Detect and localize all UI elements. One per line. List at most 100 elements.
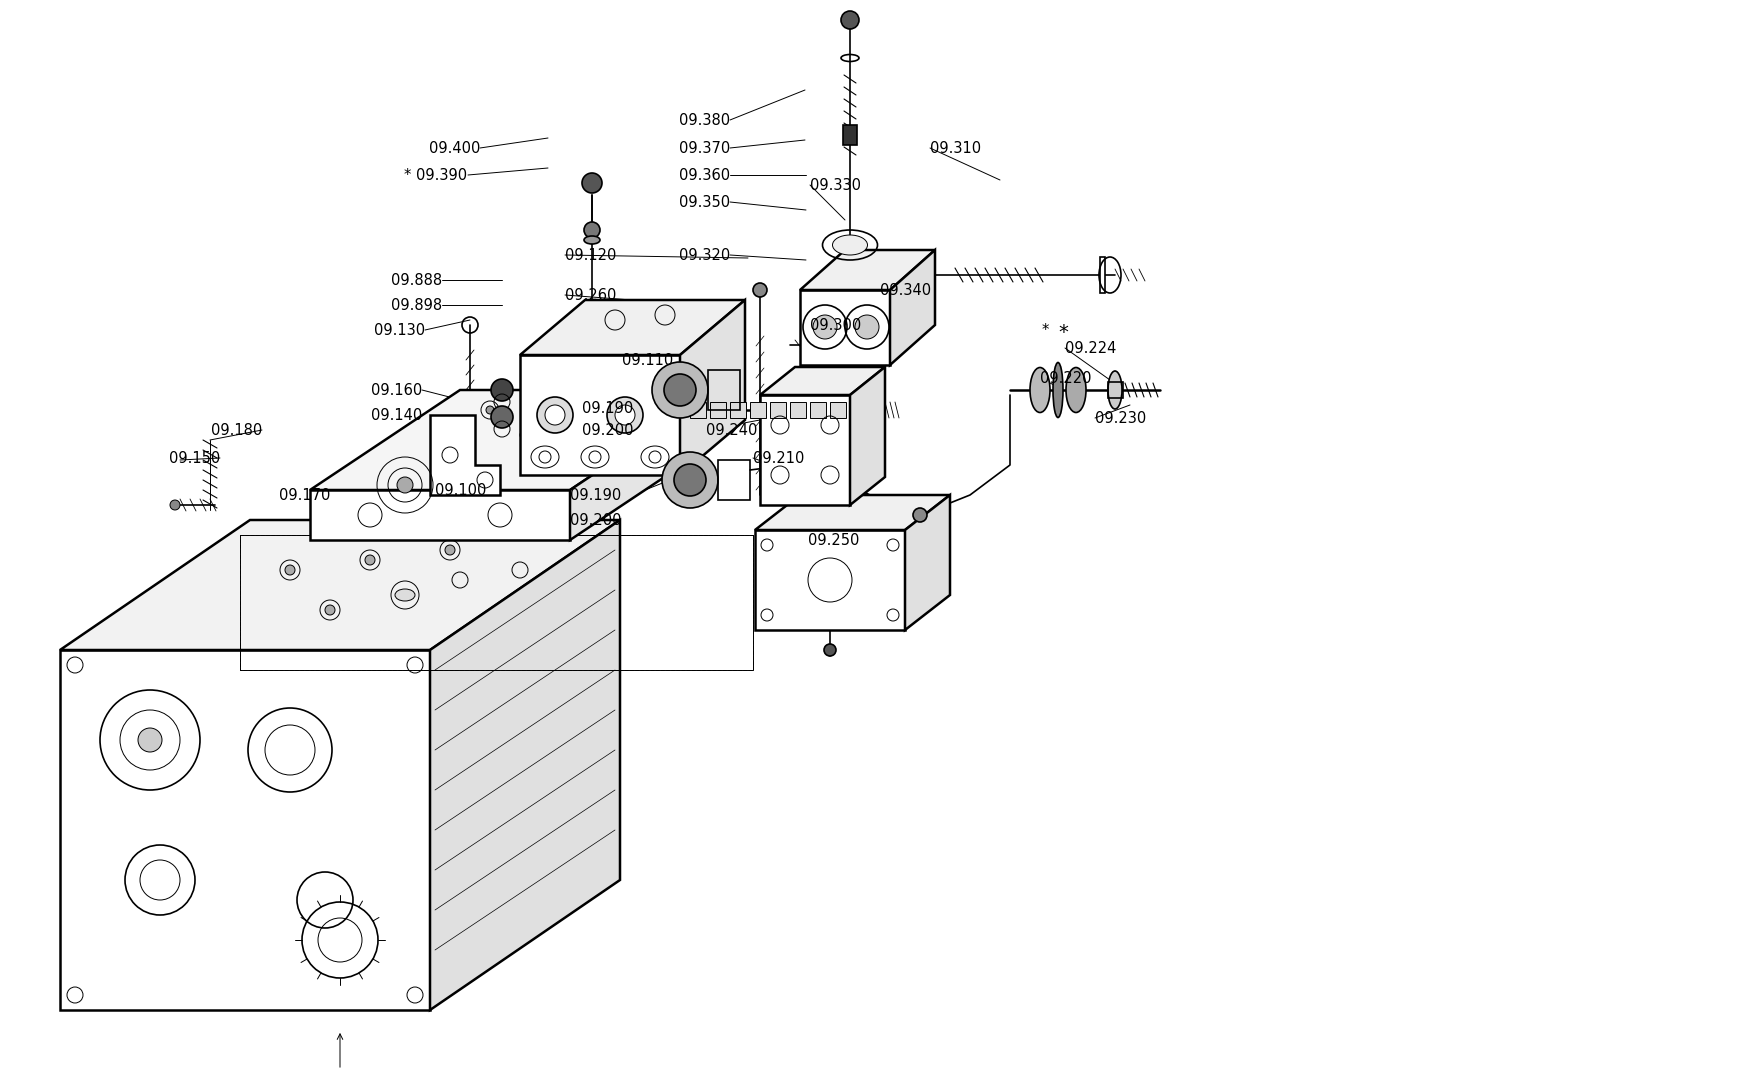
Text: *: * <box>1041 323 1050 338</box>
Text: 09.200: 09.200 <box>570 512 621 528</box>
Polygon shape <box>310 390 719 490</box>
Circle shape <box>663 374 696 405</box>
Bar <box>690 402 705 417</box>
Ellipse shape <box>1031 367 1050 412</box>
Bar <box>751 402 766 417</box>
Circle shape <box>614 405 635 425</box>
Text: 09.300: 09.300 <box>810 317 861 332</box>
Text: 09.200: 09.200 <box>583 423 634 437</box>
Text: 09.150: 09.150 <box>168 450 220 465</box>
Ellipse shape <box>1108 371 1122 409</box>
Text: 09.360: 09.360 <box>679 168 730 182</box>
Text: 09.260: 09.260 <box>565 288 616 303</box>
Polygon shape <box>60 520 619 650</box>
Polygon shape <box>800 250 934 290</box>
Ellipse shape <box>584 237 600 244</box>
Polygon shape <box>681 300 746 475</box>
Circle shape <box>607 397 642 433</box>
Bar <box>830 402 845 417</box>
Text: 09.898: 09.898 <box>390 298 443 313</box>
Text: 09.240: 09.240 <box>705 423 758 437</box>
Bar <box>718 460 751 500</box>
Text: 09.130: 09.130 <box>374 323 425 338</box>
Circle shape <box>584 222 600 238</box>
Polygon shape <box>754 495 950 530</box>
Text: 09.340: 09.340 <box>880 282 931 298</box>
Circle shape <box>674 464 705 496</box>
Bar <box>844 125 858 145</box>
Text: 09.350: 09.350 <box>679 194 730 209</box>
Circle shape <box>662 452 718 508</box>
Bar <box>710 402 726 417</box>
Polygon shape <box>905 495 950 630</box>
Polygon shape <box>760 395 850 505</box>
Circle shape <box>170 500 180 510</box>
Bar <box>1108 382 1124 398</box>
Polygon shape <box>520 300 746 355</box>
Circle shape <box>546 396 555 404</box>
Bar <box>730 402 746 417</box>
Ellipse shape <box>1054 363 1062 417</box>
Circle shape <box>653 362 709 417</box>
Circle shape <box>487 405 493 414</box>
Circle shape <box>397 477 413 493</box>
Circle shape <box>537 397 572 433</box>
Bar <box>810 402 826 417</box>
Text: 09.320: 09.320 <box>679 247 730 263</box>
Bar <box>789 402 807 417</box>
Circle shape <box>492 405 513 428</box>
Circle shape <box>138 728 163 752</box>
Circle shape <box>326 605 334 615</box>
Circle shape <box>520 429 530 440</box>
Circle shape <box>856 315 878 339</box>
Polygon shape <box>891 250 934 365</box>
Text: 09.120: 09.120 <box>565 247 616 263</box>
Polygon shape <box>310 490 570 540</box>
Text: 09.330: 09.330 <box>810 178 861 193</box>
Text: 09.230: 09.230 <box>1096 411 1146 425</box>
Circle shape <box>752 283 766 296</box>
Text: 09.888: 09.888 <box>390 272 443 288</box>
Circle shape <box>583 173 602 193</box>
Polygon shape <box>570 390 719 540</box>
Text: 09.180: 09.180 <box>210 423 262 437</box>
Text: 09.370: 09.370 <box>679 141 730 156</box>
Text: *: * <box>1059 323 1068 341</box>
Text: 09.224: 09.224 <box>1066 340 1116 355</box>
Text: 09.140: 09.140 <box>371 408 422 423</box>
Text: 09.400: 09.400 <box>429 141 480 156</box>
Text: 09.310: 09.310 <box>929 141 982 156</box>
Polygon shape <box>60 650 430 1010</box>
Bar <box>770 402 786 417</box>
Text: * 09.390: * 09.390 <box>404 168 467 182</box>
Circle shape <box>444 545 455 555</box>
Bar <box>709 370 740 410</box>
Text: 09.210: 09.210 <box>752 450 805 465</box>
Bar <box>1101 257 1104 293</box>
Text: 09.110: 09.110 <box>621 352 674 367</box>
Polygon shape <box>800 290 891 365</box>
Text: 09.380: 09.380 <box>679 112 730 128</box>
Text: 09.170: 09.170 <box>278 487 331 502</box>
Polygon shape <box>850 367 886 505</box>
Text: 09.100: 09.100 <box>436 483 487 497</box>
Text: 09.190: 09.190 <box>583 400 634 415</box>
Circle shape <box>824 644 836 656</box>
Circle shape <box>914 508 928 522</box>
Ellipse shape <box>1066 367 1087 412</box>
Circle shape <box>285 565 296 576</box>
Circle shape <box>492 379 513 401</box>
Circle shape <box>814 315 836 339</box>
Polygon shape <box>430 520 620 1010</box>
Polygon shape <box>430 415 500 495</box>
Polygon shape <box>754 530 905 630</box>
Text: 09.190: 09.190 <box>570 487 621 502</box>
Polygon shape <box>520 355 681 475</box>
Circle shape <box>842 11 859 29</box>
Ellipse shape <box>833 235 868 255</box>
Text: 09.250: 09.250 <box>808 533 859 547</box>
Text: 09.220: 09.220 <box>1040 371 1092 386</box>
Text: 09.160: 09.160 <box>371 383 422 398</box>
Circle shape <box>366 555 374 565</box>
Circle shape <box>544 405 565 425</box>
